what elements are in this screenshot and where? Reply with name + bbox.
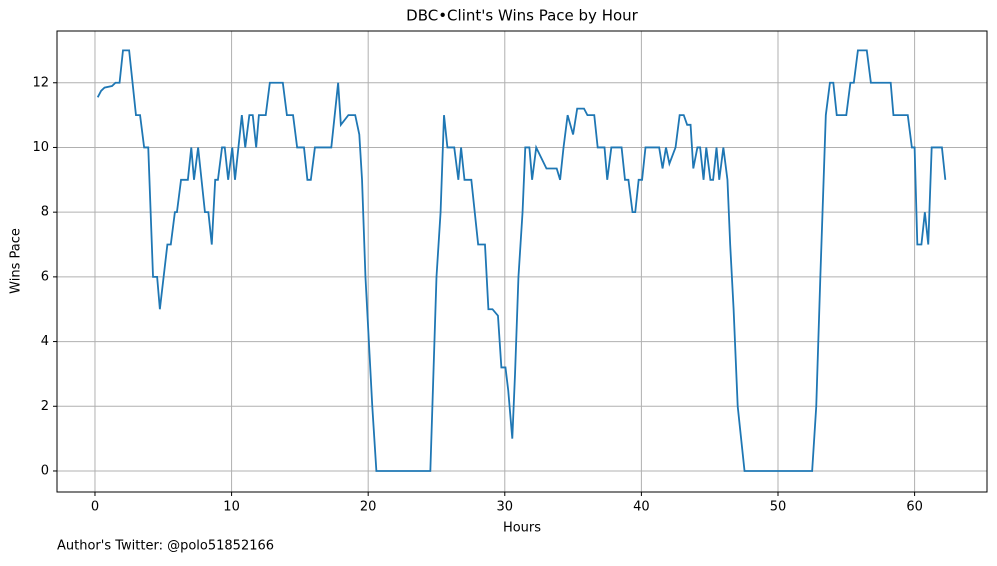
x-axis-label: Hours — [503, 521, 541, 536]
footnote: Author's Twitter: @polo51852166 — [57, 539, 274, 554]
x-tick-label: 60 — [906, 500, 923, 515]
x-tick-label: 40 — [633, 500, 650, 515]
y-tick-label: 12 — [32, 75, 49, 90]
y-tick-label: 6 — [41, 269, 49, 284]
x-tick-label: 20 — [360, 500, 377, 515]
x-tick-label: 30 — [497, 500, 514, 515]
y-tick-label: 0 — [41, 463, 49, 478]
x-tick-label: 10 — [223, 500, 240, 515]
y-tick-label: 4 — [41, 334, 49, 349]
y-tick-label: 8 — [41, 205, 49, 220]
y-tick-label: 2 — [41, 399, 49, 414]
x-tick-label: 50 — [770, 500, 787, 515]
y-tick-label: 10 — [32, 140, 49, 155]
y-axis-label: Wins Pace — [9, 228, 24, 294]
x-tick-label: 0 — [91, 500, 99, 515]
plot-area: 0 10 20 30 40 50 60 0 2 4 6 8 10 12 — [32, 31, 987, 515]
axes-frame — [56, 30, 988, 493]
chart-title: DBC•Clint's Wins Pace by Hour — [406, 7, 638, 25]
data-line — [96, 49, 947, 472]
